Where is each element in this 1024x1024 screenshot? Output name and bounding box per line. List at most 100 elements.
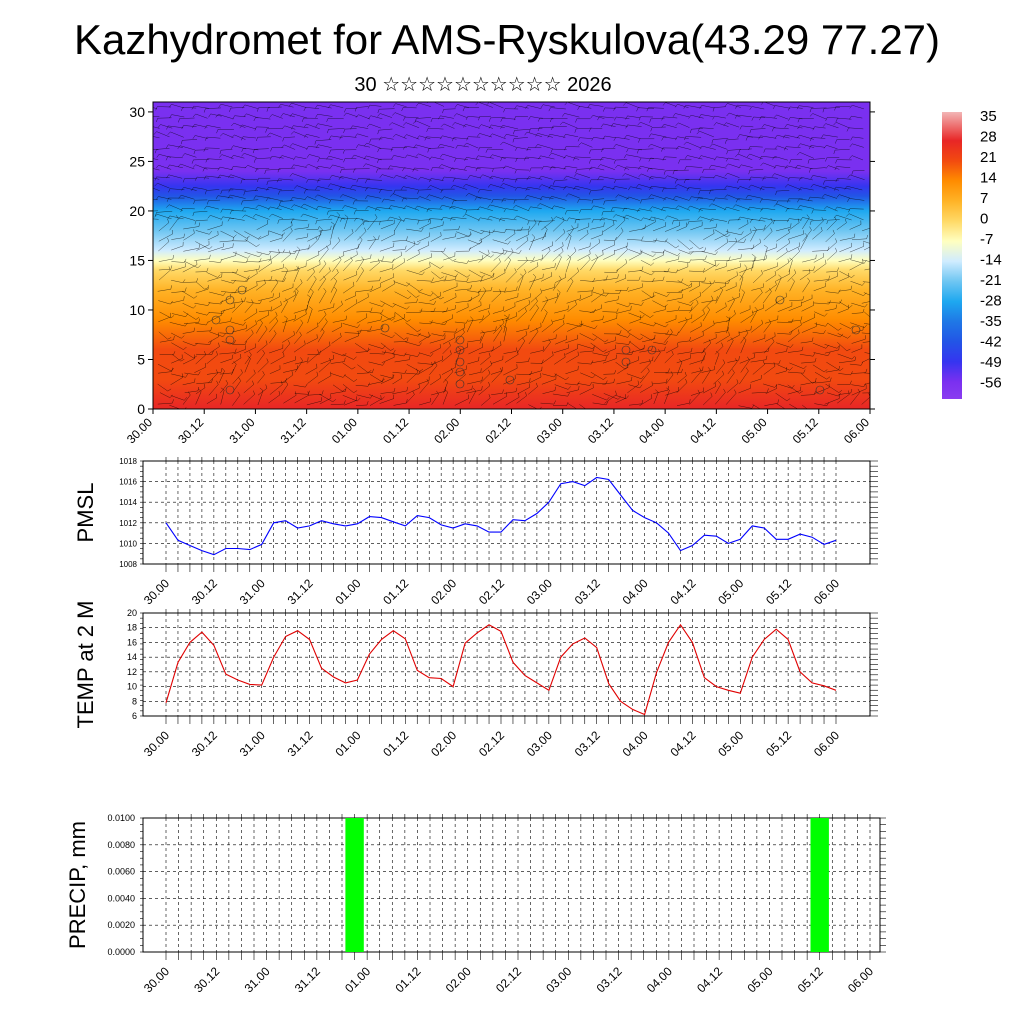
wind-barb (465, 184, 479, 189)
wind-barb (663, 332, 673, 343)
wind-barb (218, 114, 234, 120)
wind-barb-flag (697, 216, 701, 221)
wind-barb (667, 175, 679, 180)
wind-barb-flag (702, 169, 705, 173)
wind-barb-flag (651, 381, 653, 386)
wind-barb (814, 372, 827, 380)
wind-barb (493, 199, 507, 201)
wind-barb (443, 296, 457, 304)
wind-barb (380, 300, 393, 308)
wind-barb (318, 314, 327, 324)
wind-barb-flag (188, 391, 191, 396)
colorbar-label: -21 (980, 272, 1002, 289)
wind-barb-flag (589, 249, 591, 255)
wind-barb-flag (219, 154, 222, 158)
wind-barb (341, 217, 358, 219)
wind-barb (406, 394, 415, 404)
wind-barb (453, 346, 468, 354)
wind-barb-flag (477, 189, 481, 193)
wind-barb (292, 291, 299, 302)
wind-barb (318, 178, 331, 180)
wind-barb (666, 310, 679, 313)
wind-barb-flag (578, 142, 582, 146)
wind-barb (380, 260, 393, 263)
wind-barb-flag (303, 107, 306, 112)
wind-barb-flag (409, 355, 411, 360)
wind-barb-flag (598, 238, 601, 243)
wind-barb (552, 220, 565, 232)
wind-barb-flag (280, 113, 284, 117)
wind-barb (467, 116, 480, 118)
wind-barb (283, 136, 296, 138)
wind-barb-flag (317, 322, 319, 327)
wind-barb (369, 123, 381, 129)
wind-barb (209, 291, 224, 296)
wind-barb-flag (426, 194, 430, 199)
wind-barb-flag (711, 295, 714, 300)
wind-barb (453, 137, 469, 140)
wind-barb (419, 222, 431, 230)
wind-barb-flag (745, 136, 748, 141)
wind-barb-flag (713, 122, 717, 126)
wind-barb (393, 155, 405, 159)
wind-barb (442, 204, 456, 209)
wind-barb (603, 239, 616, 241)
wind-barb-flag (726, 238, 729, 243)
wind-barb-flag (500, 141, 504, 146)
wind-barb (466, 157, 480, 160)
wind-barb-flag (591, 137, 594, 141)
wind-barb (701, 282, 714, 285)
wind-barb-flag (477, 206, 481, 211)
wind-barb (703, 227, 716, 230)
y-tick-label: 15 (129, 252, 145, 268)
wind-barb (837, 342, 847, 351)
wind-barb-flag (498, 217, 502, 222)
wind-barb-flag (251, 299, 254, 304)
wind-barb-flag (291, 164, 294, 169)
wind-barb (691, 128, 703, 130)
wind-barb (839, 194, 851, 199)
wind-barb-flag (379, 189, 382, 194)
wind-barb-flag (849, 105, 853, 109)
wind-barb-flag (502, 178, 505, 182)
wind-barb (394, 291, 409, 299)
wind-barb (318, 205, 332, 210)
wind-barb (281, 301, 288, 313)
wind-barb (382, 283, 395, 292)
wind-barb-flag (197, 264, 201, 268)
wind-barb (406, 253, 420, 261)
wind-barb (715, 392, 726, 405)
wind-barb (492, 310, 504, 314)
wind-barb-flag (204, 205, 207, 210)
wind-barb (284, 125, 296, 130)
wind-barb-flag (488, 369, 491, 374)
wind-barb (589, 104, 604, 107)
wind-barb (356, 106, 369, 108)
wind-barb-flag (330, 164, 333, 169)
wind-barb-flag (545, 296, 549, 301)
wind-barb (208, 199, 221, 201)
wind-barb-flag (528, 383, 530, 388)
wind-barb-flag (538, 155, 541, 160)
x-tick-label: 30.12 (175, 415, 206, 446)
wind-barb (394, 311, 408, 322)
wind-barb (467, 380, 482, 385)
wind-barb-flag (315, 144, 319, 149)
wind-barb (283, 395, 297, 404)
wind-barb-flag (449, 167, 453, 172)
wind-barb (641, 157, 654, 159)
wind-barb-flag (392, 134, 396, 138)
wind-barb (426, 136, 442, 139)
wind-barb-flag (215, 393, 218, 398)
wind-barb-flag (229, 210, 232, 215)
wind-barb-flag (195, 317, 200, 320)
wind-barb-flag (628, 340, 631, 345)
wind-barb (589, 308, 602, 313)
wind-barb (466, 319, 474, 333)
wind-barb-flag (242, 206, 245, 211)
wind-barb (551, 196, 567, 201)
wind-barb-flag (570, 277, 574, 282)
wind-barb (180, 216, 196, 221)
wind-barb-flag (333, 277, 337, 282)
wind-barb-flag (527, 220, 530, 225)
